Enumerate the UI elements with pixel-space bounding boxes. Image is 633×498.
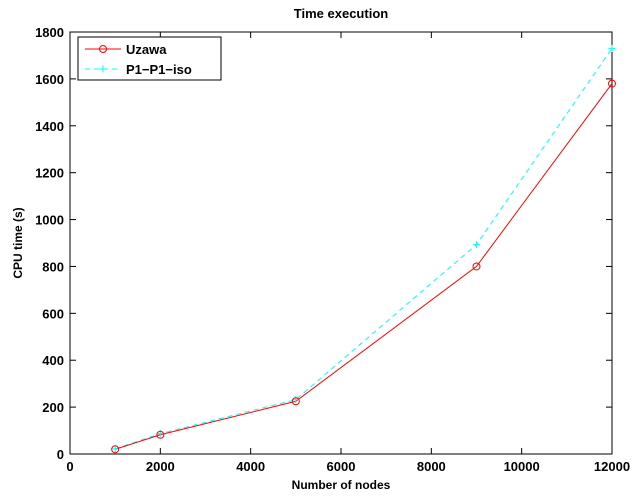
y-tick-label: 1400 — [35, 119, 64, 134]
data-point-uzawa — [291, 397, 300, 406]
legend-label-p1-p1-iso: P1−P1−iso — [126, 62, 192, 77]
x-tick-label: 8000 — [417, 459, 446, 474]
legend-marker-uzawa — [99, 45, 107, 53]
data-point-uzawa — [111, 445, 120, 454]
data-point-p1-p1-iso — [473, 241, 480, 249]
legend-marker-p1-p1-iso — [99, 65, 107, 73]
series-markers — [111, 44, 616, 454]
y-tick-label: 800 — [42, 259, 64, 274]
chart-title: Time execution — [294, 6, 388, 21]
data-point-uzawa — [156, 430, 165, 439]
series-line-p1-p1-iso — [115, 48, 613, 450]
data-point-p1-p1-iso — [608, 44, 616, 52]
data-point-uzawa — [608, 79, 616, 88]
y-tick-label: 200 — [42, 400, 64, 415]
y-tick-label: 1600 — [35, 72, 64, 87]
legend-box — [77, 36, 222, 81]
y-tick-label: 1200 — [35, 166, 64, 181]
plot-area — [69, 31, 613, 455]
legend-label-uzawa: Uzawa — [126, 42, 167, 57]
y-tick-label: 0 — [57, 447, 64, 462]
x-tick-label: 2000 — [146, 459, 175, 474]
y-axis: 0 200 400 600 800 1000 1200 1400 1600 1800 — [35, 25, 612, 462]
legend: Uzawa P1−P1−iso — [77, 36, 222, 81]
x-tick-label: 4000 — [236, 459, 265, 474]
y-axis-label: CPU time (s) — [11, 207, 25, 278]
y-tick-label: 600 — [42, 306, 64, 321]
x-axis-label: Number of nodes — [292, 478, 391, 492]
x-axis: 0 2000 4000 6000 8000 10000 12000 — [66, 32, 630, 474]
x-tick-label: 10000 — [504, 459, 540, 474]
data-point-p1-p1-iso — [111, 445, 119, 453]
y-tick-label: 1000 — [35, 213, 64, 228]
x-tick-label: 0 — [66, 459, 73, 474]
data-point-uzawa — [472, 262, 481, 271]
y-tick-label: 400 — [42, 353, 64, 368]
x-tick-label: 12000 — [594, 459, 630, 474]
y-tick-label: 1800 — [35, 25, 64, 40]
x-tick-label: 6000 — [327, 459, 356, 474]
